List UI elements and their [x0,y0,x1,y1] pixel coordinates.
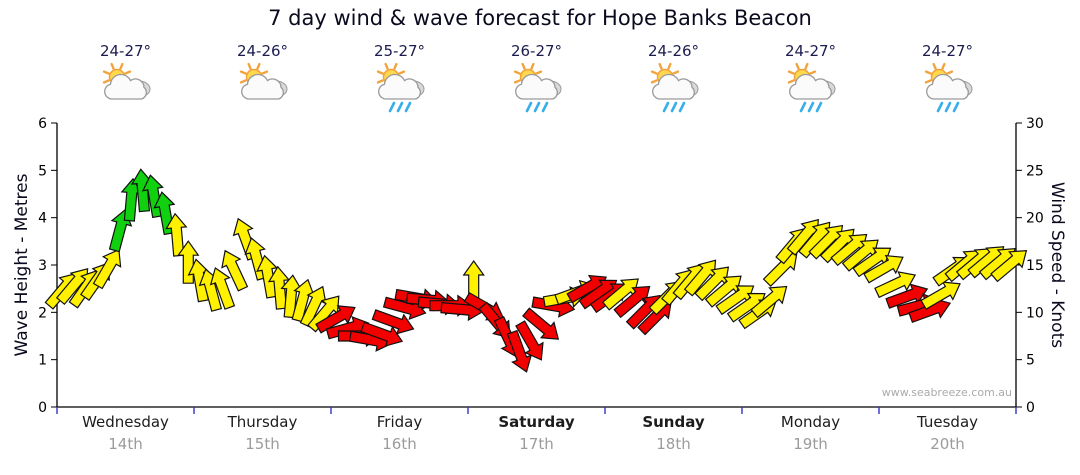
day-header-wednesday: 24-27° [61,42,191,118]
day-header-tuesday: 24-27° [883,42,1013,118]
weather-icon-sun-cloud-rain [510,62,564,114]
page-title: 7 day wind & wave forecast for Hope Bank… [268,6,812,30]
svg-text:4: 4 [38,211,47,227]
day-label-sunday: Sunday 18th [605,413,742,453]
day-date: 14th [108,435,143,453]
temperature-range: 24-26° [236,42,289,60]
day-date: 19th [793,435,828,453]
svg-text:6: 6 [38,116,47,132]
svg-text:15: 15 [1026,258,1044,274]
weather-icon-sun-cloud [236,62,290,114]
svg-text:10: 10 [1026,305,1044,321]
day-date: 16th [382,435,417,453]
left-axis-label: Wave Height - Metres [12,173,32,357]
svg-text:www.seabreeze.com.au: www.seabreeze.com.au [882,386,1012,399]
weather-icon-sun-cloud-rain [647,62,701,114]
day-label-thursday: Thursday 15th [194,413,331,453]
temperature-range: 24-27° [99,42,152,60]
day-date: 17th [519,435,554,453]
day-header-friday: 25-27° [335,42,465,118]
svg-text:5: 5 [38,163,47,179]
day-header-thursday: 24-26° [198,42,328,118]
day-label-saturday: Saturday 17th [468,413,605,453]
temperature-range: 24-27° [921,42,974,60]
svg-text:20: 20 [1026,211,1044,227]
day-date: 18th [656,435,691,453]
svg-text:5: 5 [1026,353,1035,369]
day-name: Wednesday [82,413,169,431]
svg-text:0: 0 [1026,400,1035,416]
day-name: Tuesday [916,413,979,431]
day-label-tuesday: Tuesday 20th [879,413,1016,453]
temperature-range: 26-27° [510,42,563,60]
day-header-saturday: 26-27° [472,42,602,118]
weather-icon-sun-cloud-rain [784,62,838,114]
svg-text:2: 2 [38,305,47,321]
day-label-monday: Monday 19th [742,413,879,453]
svg-text:3: 3 [38,258,47,274]
day-name: Saturday [498,413,575,431]
svg-text:1: 1 [38,353,47,369]
temperature-range: 25-27° [373,42,426,60]
svg-text:30: 30 [1026,116,1044,132]
temperature-range: 24-26° [647,42,700,60]
day-header-monday: 24-27° [746,42,876,118]
day-name: Thursday [227,413,298,431]
weather-icon-sun-cloud-rain [921,62,975,114]
day-name: Friday [376,413,423,431]
temperature-range: 24-27° [784,42,837,60]
day-label-friday: Friday 16th [331,413,468,453]
day-label-wednesday: Wednesday 14th [57,413,194,453]
svg-text:0: 0 [38,400,47,416]
day-date: 15th [245,435,280,453]
weather-icon-sun-cloud [99,62,153,114]
day-name: Sunday [642,413,705,431]
day-date: 20th [930,435,965,453]
right-axis-label: Wind Speed - Knots [1047,181,1067,349]
weather-icon-sun-cloud-rain [373,62,427,114]
svg-text:25: 25 [1026,163,1044,179]
day-name: Monday [780,413,841,431]
day-header-sunday: 24-26° [609,42,739,118]
